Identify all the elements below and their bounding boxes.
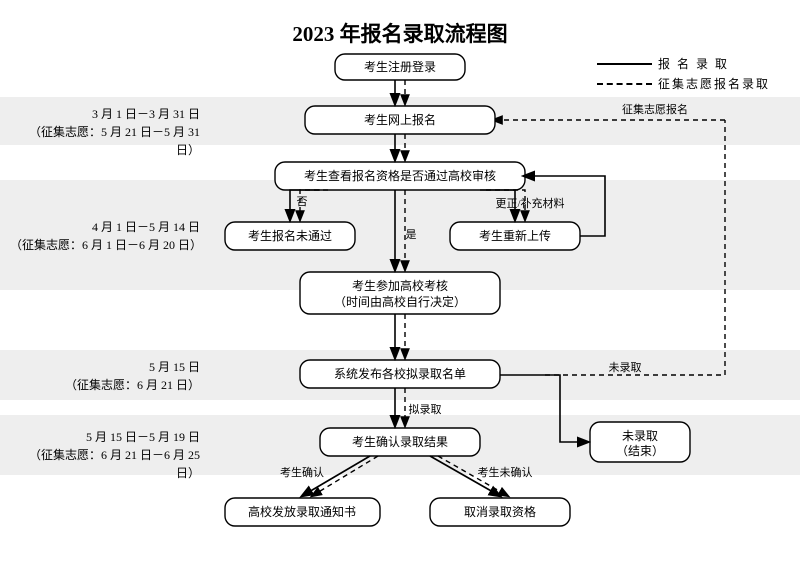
edge-fix: 更正/补充材料	[495, 196, 564, 210]
node-notice: 高校发放录取通知书	[248, 504, 356, 519]
edge-no: 否	[297, 196, 308, 208]
node-apply: 考生网上报名	[364, 112, 436, 127]
date-2: 4 月 1 日－5 月 14 日 （征集志愿：6 月 1 日－6 月 20 日）	[10, 218, 200, 254]
date-1: 3 月 1 日－3 月 31 日 （征集志愿：5 月 21 日－5 月 31 日…	[10, 105, 200, 159]
date-4-main: 5 月 15 日－5 月 19 日	[86, 430, 200, 444]
legend-solid-line	[597, 63, 652, 65]
node-list: 系统发布各校拟录取名单	[334, 366, 466, 381]
node-reupload: 考生重新上传	[479, 228, 551, 243]
edge-notadmit: 未录取	[609, 361, 642, 374]
node-register: 考生注册登录	[364, 59, 436, 74]
node-exam-2: （时间由高校自行决定）	[334, 294, 466, 309]
date-1-main: 3 月 1 日－3 月 31 日	[92, 107, 200, 121]
date-3: 5 月 15 日 （征集志愿：6 月 21 日）	[10, 358, 200, 394]
legend: 报 名 录 取 征集志愿报名录取	[597, 55, 770, 95]
node-cancel: 取消录取资格	[464, 504, 536, 519]
node-confirm: 考生确认录取结果	[352, 435, 448, 449]
date-1-sub: （征集志愿：5 月 21 日－5 月 31 日）	[29, 125, 200, 157]
edge-yes: 是	[406, 228, 417, 241]
edge-conf: 考生确认	[280, 465, 324, 479]
node-review: 考生查看报名资格是否通过高校审核	[304, 168, 496, 183]
edge-noconf: 考生未确认	[478, 465, 533, 479]
date-3-sub: （征集志愿：6 月 21 日）	[65, 378, 200, 392]
node-exam-1: 考生参加高校考核	[352, 278, 448, 293]
date-4: 5 月 15 日－5 月 19 日 （征集志愿：6 月 21 日－6 月 25 …	[10, 428, 200, 482]
node-rejected-2: （结束）	[616, 444, 664, 458]
legend-dashed-label: 征集志愿报名录取	[658, 75, 770, 92]
date-2-sub: （征集志愿：6 月 1 日－6 月 20 日）	[10, 238, 202, 252]
node-fail: 考生报名未通过	[248, 228, 332, 243]
node-rejected-1: 未录取	[622, 429, 658, 443]
edge-zj: 征集志愿报名	[622, 102, 688, 116]
legend-solid-label: 报 名 录 取	[658, 55, 729, 72]
date-2-main: 4 月 1 日－5 月 14 日	[92, 220, 200, 234]
date-3-main: 5 月 15 日	[149, 360, 200, 374]
edge-preadmit: 拟录取	[409, 402, 442, 416]
legend-dashed-line	[597, 83, 652, 85]
date-4-sub: （征集志愿：6 月 21 日－6 月 25 日）	[29, 448, 200, 480]
